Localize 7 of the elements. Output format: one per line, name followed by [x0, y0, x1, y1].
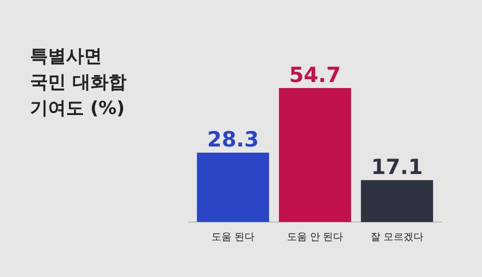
x-tick-label: 도움 안 된다: [286, 232, 344, 243]
chart-title: 특별사면 국민 대화합 기여도 (%): [30, 46, 126, 119]
data-label: 28.3: [207, 128, 259, 152]
x-tick-label: 도움 된다: [211, 232, 255, 243]
data-label: 17.1: [371, 155, 423, 180]
x-tick-label: 잘 모르겠다: [370, 232, 424, 243]
data-label: 54.7: [289, 63, 341, 87]
